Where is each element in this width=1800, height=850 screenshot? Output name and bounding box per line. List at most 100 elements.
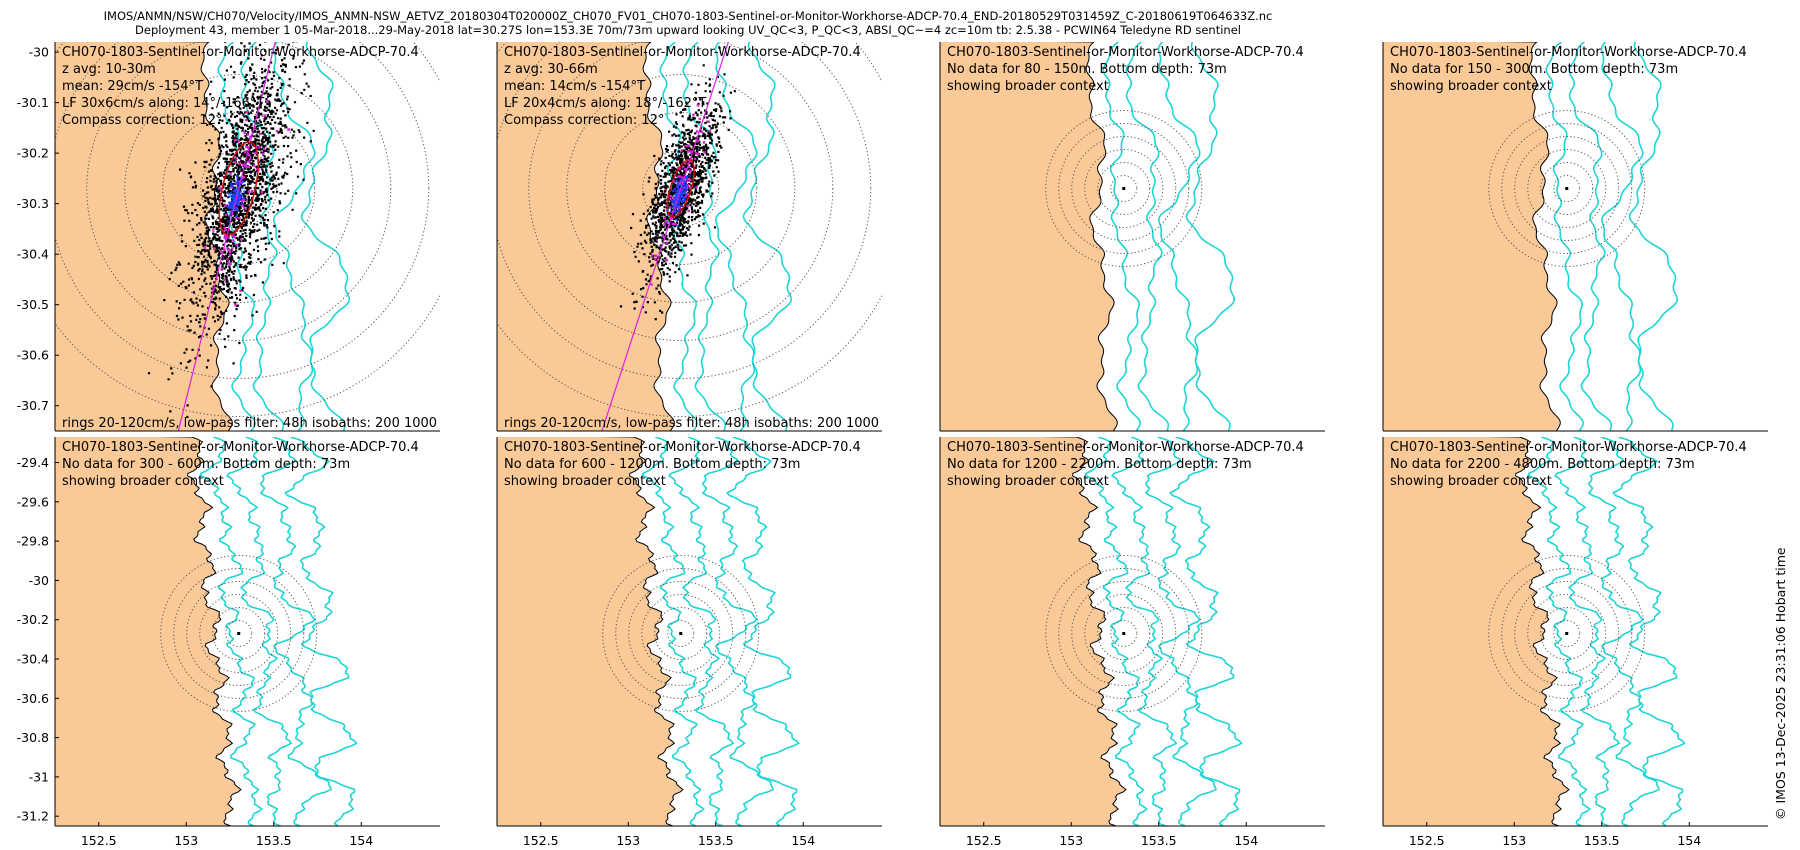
site-marker (1122, 631, 1126, 635)
isobath-line (1554, 437, 1621, 826)
x-tick-label: 154 (349, 833, 373, 848)
panel-info-line: No data for 600 - 1200m. Bottom depth: 7… (504, 457, 800, 472)
panel-title: CH070-1803-Sentinel-or-Monitor-Workhorse… (1390, 440, 1747, 455)
speed-ring (162, 112, 316, 266)
panel-info-line: Compass correction: 12° (504, 113, 664, 128)
x-tick-label: 153 (1059, 833, 1083, 848)
map-panel-bottom-3: CH070-1803-Sentinel-or-Monitor-Workhorse… (939, 437, 1325, 848)
isobath-line (1084, 437, 1149, 826)
map-content (940, 437, 1243, 826)
map-panel-top-1: CH070-1803-Sentinel-or-Monitor-Workhorse… (17, 42, 440, 432)
speed-ring (1071, 580, 1177, 686)
land-area (940, 437, 1127, 826)
x-tick-label: 153.5 (1141, 833, 1177, 848)
speed-ring (200, 150, 278, 228)
map-content (1383, 42, 1679, 431)
panel-title: CH070-1803-Sentinel-or-Monitor-Workhorse… (62, 440, 419, 455)
x-tick-label: 153 (1502, 833, 1526, 848)
header-line-2: Deployment 43, member 1 05-Mar-2018...29… (135, 23, 1241, 37)
speed-ring (1488, 554, 1646, 712)
x-tick-label: 153 (174, 833, 198, 848)
speed-ring (1540, 606, 1594, 660)
isobath-line (1125, 42, 1170, 431)
isobath-line (226, 437, 293, 826)
x-tick-label: 153.5 (256, 833, 292, 848)
panel-info-line: No data for 80 - 150m. Bottom depth: 73m (947, 62, 1227, 77)
speed-ring (497, 42, 872, 379)
map-content (940, 42, 1236, 431)
map-content (497, 42, 882, 431)
speed-ring (654, 606, 708, 660)
x-tick-label: 152.5 (81, 833, 117, 848)
isobath-line (1527, 437, 1592, 826)
speed-ring (212, 606, 266, 660)
x-tick-label: 154 (1234, 833, 1258, 848)
side-credit-label: © IMOS 13-Dec-2025 23:31:06 Hobart time (1773, 547, 1788, 820)
x-tick-label: 152.5 (523, 833, 559, 848)
speed-ring (199, 593, 279, 673)
speed-ring (1084, 149, 1164, 229)
isobath-line (240, 42, 285, 431)
x-tick-label: 153.5 (698, 833, 734, 848)
speed-ring (1045, 110, 1203, 268)
map-content (55, 42, 440, 431)
speed-ring (1071, 136, 1177, 242)
panel-title: CH070-1803-Sentinel-or-Monitor-Workhorse… (947, 45, 1304, 60)
x-tick-label: 152.5 (1409, 833, 1445, 848)
isobath-line (259, 437, 333, 826)
speed-ring (528, 42, 834, 341)
x-tick-label: 153.5 (1584, 833, 1620, 848)
y-tick-label: -30 (29, 573, 49, 588)
speed-ring (1488, 110, 1646, 268)
variance-ellipse (666, 159, 695, 218)
y-tick-label: -30.1 (17, 95, 49, 110)
speed-ring (55, 42, 430, 379)
speed-ring (1097, 606, 1151, 660)
isobath-line (300, 42, 351, 431)
y-tick-label: -30.5 (17, 297, 49, 312)
y-tick-label: -30.4 (17, 247, 49, 262)
x-tick-label: 154 (791, 833, 815, 848)
speed-ring (173, 567, 305, 699)
speed-ring (628, 580, 734, 686)
isobath-line (1102, 42, 1142, 431)
y-tick-label: -30.6 (17, 348, 49, 363)
speed-ring (1514, 580, 1620, 686)
speed-ring (1501, 123, 1633, 255)
isobath-line (1628, 42, 1679, 431)
panel-info-line: LF 30x6cm/s along: 14°/-166°T (62, 96, 264, 111)
speed-ring (1110, 619, 1138, 647)
speed-ring (1045, 554, 1203, 712)
isobath-line (641, 437, 706, 826)
isobath-line (1144, 437, 1218, 826)
panel-title: CH070-1803-Sentinel-or-Monitor-Workhorse… (504, 440, 861, 455)
map-content (55, 437, 358, 826)
y-tick-label: -30.8 (17, 730, 49, 745)
speed-ring (642, 150, 720, 228)
speed-ring (667, 619, 695, 647)
isobath-line (1545, 42, 1585, 431)
panel-info-line: z avg: 30-66m (504, 62, 598, 77)
isobath-line (726, 437, 800, 826)
panel-title: CH070-1803-Sentinel-or-Monitor-Workhorse… (947, 440, 1304, 455)
isobath-line (682, 42, 727, 431)
speed-ring (1540, 162, 1594, 216)
panel-info-line: showing broader context (504, 474, 666, 489)
panel-info-line: mean: 29cm/s -154°T (62, 79, 203, 94)
panel-footer: rings 20-120cm/s, low-pass filter: 48h i… (504, 416, 966, 431)
land-area (497, 42, 675, 431)
panel-info-line: showing broader context (947, 79, 1109, 94)
y-tick-label: -31 (29, 769, 49, 784)
panel-title: CH070-1803-Sentinel-or-Monitor-Workhorse… (1390, 45, 1747, 60)
speed-ring (566, 74, 796, 304)
speed-ring (1527, 149, 1607, 229)
land-area (1383, 42, 1561, 431)
speed-ring (86, 42, 392, 341)
y-tick-label: -29.8 (17, 534, 49, 549)
map-panel-top-2: CH070-1803-Sentinel-or-Monitor-Workhorse… (496, 42, 966, 432)
speed-ring (160, 554, 318, 712)
panel-info-line: No data for 1200 - 2200m. Bottom depth: … (947, 457, 1252, 472)
panel-info-line: z avg: 10-30m (62, 62, 156, 77)
y-tick-label: -30.3 (17, 196, 49, 211)
